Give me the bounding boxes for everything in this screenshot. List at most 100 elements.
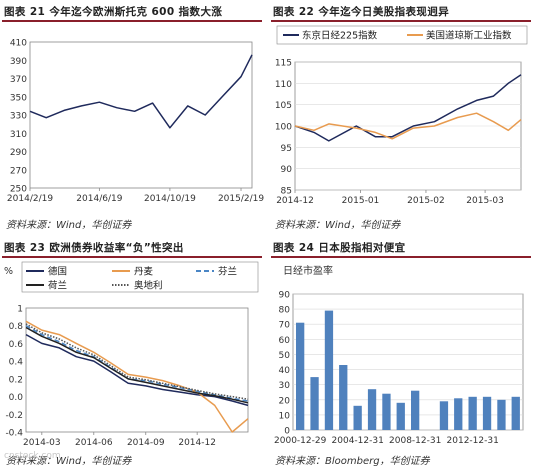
x-tick-label: 2014-09 [127,438,165,448]
legend-label: 荷兰 [48,280,67,292]
y-tick-label: 100 [275,123,292,133]
y-tick-label: 20 [279,396,291,406]
series-line-1 [294,74,522,142]
y-tick-label: 85 [281,187,292,197]
legend-label: 美国道琼斯工业指数 [426,30,512,42]
series-line-1 [29,54,253,129]
panel-stoxx600: 图表 21 今年迄今欧洲斯托克 600 指数大涨 250 270 290 310 330… [0,0,268,235]
y-tick-label: 350 [10,93,27,103]
x-tick-label: 2014-03 [23,438,61,448]
bar-2004 [353,405,362,430]
source-note: 资料来源：Wind，华创证券 [6,456,132,467]
x-tick-label: 2014-12 [276,196,314,206]
y-tick-label: 10 [279,411,291,421]
x-tick-label: 2014/10/19 [144,194,196,204]
y-tick-label: 0.8 [9,322,24,332]
bar-2001 [310,377,319,430]
x-tick-label: 2015-01 [342,196,380,206]
legend-label: 丹麦 [134,266,154,278]
y-tick-label: 0.0 [9,393,24,403]
legend-label: 东京日经225指数 [302,30,378,42]
series-line-2 [25,320,249,433]
bar-2015 [511,396,520,430]
bar-2008 [411,390,420,430]
title-underline [2,256,262,258]
y-tick-label: 410 [10,39,27,49]
x-tick-label: 2015-03 [466,196,504,206]
panel-title: 图表 22 今年迄今日美股指表现迥异 [273,6,450,18]
x-tick-label: 2014-06 [75,438,113,448]
series-line-4 [25,326,249,404]
y-tick-label: 95 [281,144,292,154]
y-tick-label: 105 [275,101,292,111]
y-tick-label: 0 [284,427,290,437]
y-tick-label: 70 [279,321,291,331]
series-line-1 [25,333,249,407]
y-tick-label: 1 [17,305,23,315]
x-tick-label: 2015-02 [407,196,445,206]
panel-nikkei-pe: 图表 24 日本股指相对便宜 0 10 20 30 40 50 60 70 80 90 日经市盈率 2… [269,236,537,470]
chart-stoxx600: 250 270 290 310 330 350 370 390 410 2014/2/19 2014… [7,39,264,205]
y-tick-label: 30 [279,381,291,391]
y-tick-label: 115 [275,59,292,69]
bar-2012 [468,396,477,430]
x-tick-label: 2000-12-29 [274,436,327,446]
series-line-5 [25,323,249,400]
legend-label: 芬兰 [218,266,237,278]
y-tick-label: 80 [279,306,291,316]
source-note: 资料来源：Wind，华创证券 [275,220,401,231]
y-tick-label: 0.6 [9,340,24,350]
y-tick-label: 370 [10,75,27,85]
chart-nikkei-pe: 0 10 20 30 40 50 60 70 80 90 日经市盈率 2000-12-29 2004-1… [274,264,524,446]
plot-frame [25,307,249,433]
x-tick-label: 2014/2/19 [7,194,53,204]
y-tick-label: -0.4 [5,429,23,439]
legend-box [276,25,528,45]
series-line-2 [294,112,522,140]
panel-title: 图表 21 今年迄今欧洲斯托克 600 指数大涨 [4,6,223,18]
x-tick-label: 2008-12-31 [389,436,441,446]
bar-2005 [367,389,377,430]
y-tick-label: 390 [10,57,27,67]
source-note: 资料来源：Wind，华创证券 [6,220,132,231]
title-underline [271,20,531,22]
bar-2000 [296,322,305,430]
title-underline [271,256,531,258]
bar-2006 [382,393,391,430]
y-tick-label: 290 [10,148,27,158]
y-tick-label: 110 [275,80,292,90]
y-tick-label: 0.2 [9,375,23,385]
bar-2003 [339,365,348,430]
y-axis-unit: % [4,266,13,277]
y-tick-label: 40 [279,366,291,376]
y-tick-label: -0.2 [5,411,23,421]
y-tick-label: 60 [279,336,291,346]
chart-nikkei-dow: 85 90 95 100 105 110 115 2014-12 2015-01 2015-02 2… [275,25,528,206]
x-tick-label: 2014-12 [178,438,216,448]
panel-nikkei-dow: 图表 22 今年迄今日美股指表现迥异 85 90 95 100 105 110 115 201… [269,0,537,235]
y-tick-label: 0.4 [9,358,24,368]
plot-frame [29,41,253,189]
legend-label: 德国 [48,266,67,278]
x-tick-label: 2014/6/19 [76,194,122,204]
legend-label: 奥地利 [134,280,163,292]
source-note: 资料来源：Bloomberg，华创证券 [275,456,430,467]
x-tick-label: 2004-12-31 [332,436,384,446]
title-underline [2,20,262,22]
panel-title: 图表 23 欧洲债券收益率“负”性突出 [4,242,184,254]
y-tick-label: 250 [10,185,27,195]
bar-2011 [454,398,463,430]
y-tick-label: 270 [10,166,27,176]
y-tick-label: 310 [10,130,27,140]
x-tick-label: 2012-12-31 [447,436,499,446]
bar-2002 [324,310,334,430]
panel-euro-bonds: 图表 23 欧洲债券收益率“负”性突出 -0.4 -0.2 0.0 0.2 0.4 0.6… [0,236,268,470]
panel-title: 图表 24 日本股指相对便宜 [273,242,406,254]
y-tick-label: 90 [281,165,293,175]
chart-euro-bonds: -0.4 -0.2 0.0 0.2 0.4 0.6 0.8 1 2014-03 2014-06 20… [4,261,259,448]
series-label: 日经市盈率 [283,264,333,277]
watermark: cnstock.com [4,451,61,461]
x-tick-label: 2015/2/19 [218,194,264,204]
bar-2014 [497,399,506,430]
bar-2010 [439,401,449,430]
